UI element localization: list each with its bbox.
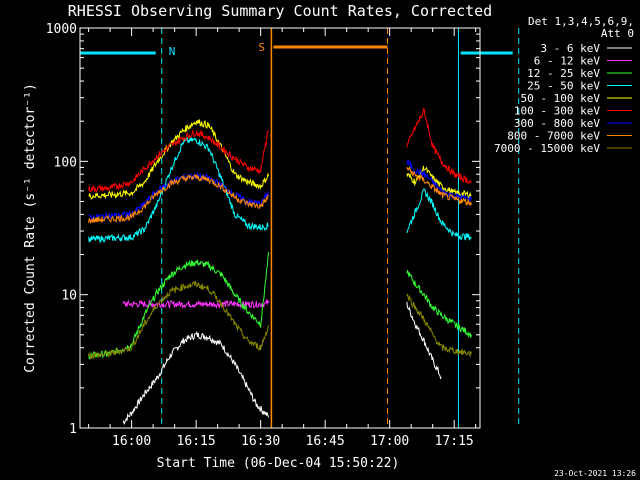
legend-label: 300 - 800 keV (514, 117, 600, 130)
legend-label: 50 - 100 keV (521, 92, 601, 105)
legend-label: 3 - 6 keV (540, 42, 600, 55)
legend-label: 25 - 50 keV (527, 80, 600, 93)
generation-timestamp: 23-Oct-2021 13:26 (554, 469, 636, 478)
series-line (88, 280, 472, 361)
series-line (88, 159, 472, 221)
y-axis-label: Corrected Count Rate (s⁻¹ detector⁻¹) (23, 83, 38, 373)
x-tick-label: 17:15 (435, 434, 474, 449)
x-axis-label: Start Time (06-Dec-04 15:50:22) (157, 456, 400, 471)
y-tick-label: 10 (61, 289, 77, 304)
series-line (122, 301, 442, 426)
series-line (122, 298, 270, 310)
x-tick-label: 16:15 (177, 434, 216, 449)
x-tick-label: 16:45 (306, 434, 345, 449)
x-tick-label: 17:00 (370, 434, 409, 449)
y-tick-label: 1000 (46, 22, 77, 37)
legend-label: 7000 - 15000 keV (494, 142, 600, 155)
legend-header-line-1: Det 1,3,4,5,6,9, (528, 15, 634, 28)
saa-marker-label: S (258, 41, 265, 54)
chart-title: RHESSI Observing Summary Count Rates, Co… (68, 2, 492, 20)
plot-frame (79, 27, 481, 429)
legend-label: 12 - 25 keV (527, 67, 600, 80)
legend-label: 100 - 300 keV (514, 105, 600, 118)
y-tick-label: 100 (54, 155, 77, 170)
legend-label: 800 - 7000 keV (507, 130, 600, 143)
legend-label: 6 - 12 keV (534, 55, 601, 68)
series-line (88, 166, 472, 224)
x-tick-label: 16:00 (112, 434, 151, 449)
series-line (88, 136, 472, 243)
x-axis-ticks: 16:00 16:15 16:30 16:45 17:00 17:15 (88, 28, 477, 449)
x-tick-label: 16:30 (241, 434, 280, 449)
y-axis-ticks: 1 10 100 1000 (46, 22, 480, 437)
y-tick-label: 1 (69, 422, 77, 437)
series-lines (88, 108, 472, 426)
series-line (88, 108, 472, 193)
night-marker-label: N (169, 45, 176, 58)
legend-header-line-2: Att 0 (601, 27, 634, 40)
